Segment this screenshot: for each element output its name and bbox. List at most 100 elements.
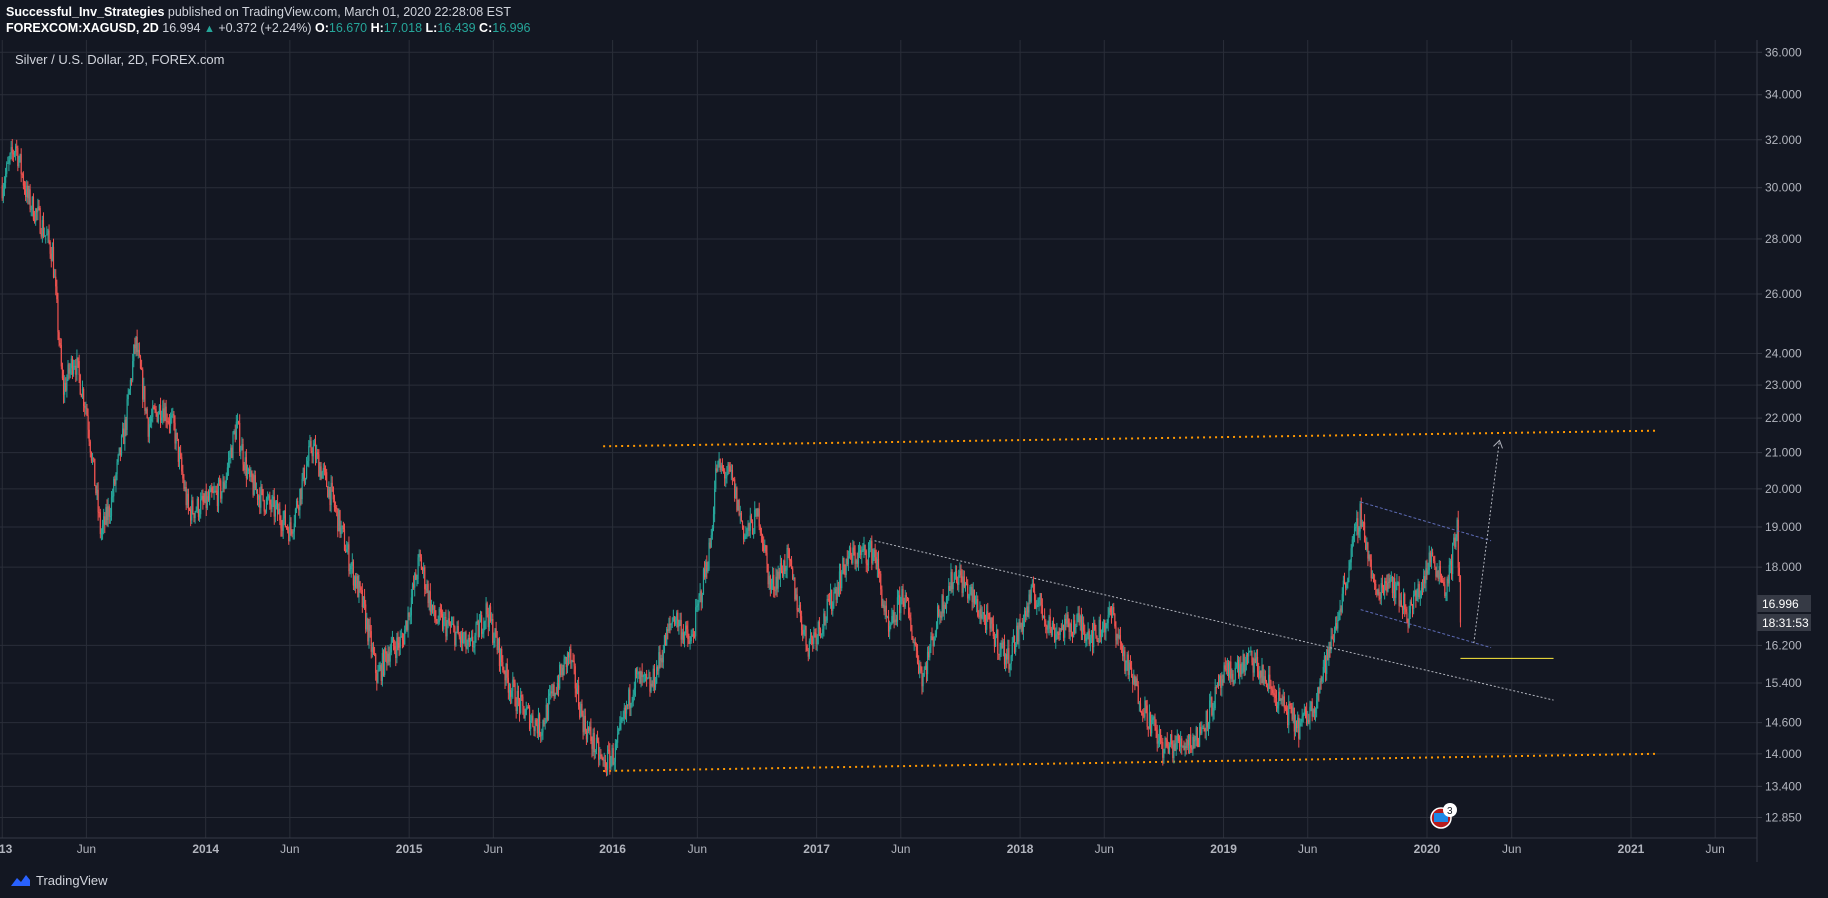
- candle-body: [1134, 676, 1136, 686]
- candle-body: [265, 498, 268, 512]
- candle-body: [922, 676, 924, 687]
- candle-body: [740, 512, 742, 522]
- candle-body: [180, 452, 182, 458]
- candle-body: [1306, 710, 1308, 724]
- tradingview-logo[interactable]: TradingView: [8, 872, 108, 888]
- candle-body: [672, 616, 674, 622]
- candle-body: [653, 668, 656, 688]
- time-tick-label: 2019: [1210, 842, 1237, 856]
- candle-body: [143, 386, 145, 400]
- candle-body: [145, 408, 147, 411]
- candle-body: [137, 349, 139, 353]
- candle-body: [729, 466, 731, 472]
- candle-body: [1046, 625, 1048, 630]
- candle-body: [1280, 698, 1282, 701]
- candle-body: [1109, 608, 1111, 613]
- candle-body: [205, 491, 207, 508]
- candle-body: [391, 637, 394, 643]
- channel-top-line[interactable]: [1360, 501, 1492, 542]
- candle-body: [1148, 712, 1151, 729]
- candle-body: [602, 758, 604, 761]
- price-axis[interactable]: 36.000 34.000 32.000 30.000 28.000 26.000 24.0…: [1757, 45, 1802, 824]
- candle-body: [1292, 707, 1294, 720]
- candle-body: [1423, 576, 1425, 590]
- candle-body: [164, 406, 166, 421]
- candle-body: [835, 589, 837, 600]
- candle-body: [923, 669, 925, 677]
- candle-body: [911, 630, 913, 640]
- candle-body: [1211, 697, 1213, 716]
- event-badge[interactable]: 3: [1430, 803, 1457, 829]
- candle-body: [603, 759, 605, 761]
- candle-body: [401, 636, 404, 640]
- candle-body: [1363, 522, 1366, 542]
- candle-body: [1029, 594, 1031, 602]
- candle-body: [829, 589, 832, 605]
- candle-body: [217, 480, 220, 507]
- candle-body: [736, 487, 738, 511]
- candle-body: [161, 417, 163, 421]
- price-chart[interactable]: 36.000 34.000 32.000 30.000 28.000 26.000 24.0…: [0, 40, 1828, 862]
- candle-body: [1328, 646, 1330, 661]
- candle-body: [868, 547, 871, 550]
- candle-body: [726, 474, 728, 478]
- candle-body: [1289, 704, 1291, 706]
- candle-body: [81, 388, 84, 398]
- author-name[interactable]: Successful_Inv_Strategies: [6, 5, 165, 19]
- candle-body: [1452, 542, 1454, 574]
- candle-body: [497, 638, 499, 650]
- candle-body: [389, 652, 391, 662]
- candle-body: [908, 600, 910, 615]
- lower-support-line[interactable]: [603, 752, 1657, 772]
- candle-body: [716, 468, 718, 471]
- candle-body: [1099, 619, 1101, 638]
- candle-body: [1291, 706, 1293, 720]
- candle-body: [1236, 659, 1239, 668]
- candle-body: [1047, 627, 1049, 630]
- candle-body: [233, 431, 235, 433]
- candle-body: [428, 591, 430, 604]
- candle-body: [661, 658, 663, 663]
- candle-body: [677, 612, 679, 628]
- projection-arrow-line[interactable]: [1473, 440, 1500, 644]
- candle-body: [1359, 503, 1361, 532]
- candle-body: [777, 571, 779, 589]
- descending-trendline[interactable]: [874, 540, 1554, 701]
- time-tick-label: Jun: [1706, 842, 1725, 856]
- candle-body: [531, 715, 533, 721]
- candle-body: [699, 591, 701, 596]
- channel-bottom-line[interactable]: [1360, 609, 1492, 649]
- candle-body: [1428, 552, 1430, 571]
- candle-body: [416, 579, 418, 581]
- candle-body: [40, 233, 42, 237]
- candle-body: [385, 648, 387, 654]
- candle-body: [275, 501, 278, 506]
- candle-body: [80, 394, 82, 398]
- candle-body: [1314, 708, 1317, 713]
- chart-drawings[interactable]: [603, 429, 1657, 772]
- candle-body: [1436, 571, 1438, 577]
- candle-body: [1135, 678, 1137, 686]
- candle-body: [714, 488, 716, 515]
- time-axis[interactable]: 013 Jun 2014 Jun 2015 Jun 2016 Jun 2017 Jun 2018 Ju…: [0, 842, 1725, 856]
- candle-body: [743, 525, 745, 540]
- candle-body: [173, 413, 175, 423]
- candle-body: [941, 595, 943, 618]
- candle-body: [902, 589, 904, 602]
- candle-body: [278, 508, 280, 515]
- candle-body: [962, 576, 964, 593]
- candle-body: [615, 742, 618, 744]
- candle-body: [336, 508, 338, 510]
- candle-body: [154, 408, 156, 410]
- candle-body: [269, 495, 271, 505]
- candle-body: [633, 687, 635, 695]
- candle-body: [1182, 745, 1184, 747]
- upper-resistance-line[interactable]: [603, 429, 1657, 448]
- candle-body: [1375, 583, 1377, 590]
- candle-body: [949, 586, 951, 591]
- candle-body: [332, 486, 334, 500]
- candle-body: [1067, 614, 1069, 619]
- candle-body: [248, 468, 250, 472]
- chart-annotations[interactable]: [874, 439, 1554, 701]
- candle-body: [797, 609, 799, 612]
